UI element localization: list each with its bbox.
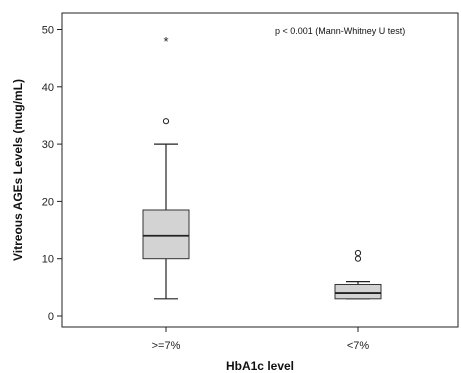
outlier-point [354, 255, 362, 262]
extreme-point: * [163, 34, 168, 49]
y-tick-label: 40 [42, 82, 54, 94]
iqr-box [334, 283, 382, 300]
x-tick-label: >=7% [152, 340, 181, 352]
y-tick-label: 50 [42, 25, 54, 37]
y-tick-label: 30 [42, 139, 54, 151]
box-groups: * [142, 34, 382, 300]
outlier-point [162, 118, 170, 125]
y-axis: 0 10 20 30 40 50 [42, 25, 62, 323]
outlier-point [354, 249, 362, 257]
x-tick-label: <7% [347, 340, 370, 352]
y-tick-label: 0 [48, 311, 54, 323]
box-group: * [142, 34, 190, 300]
iqr-box [142, 209, 190, 260]
plot-frame [61, 12, 459, 328]
y-axis-title: Vitreous AGEs Levels (mug/mL) [11, 79, 25, 261]
y-tick-label: 20 [42, 196, 54, 208]
box-group [334, 249, 382, 300]
y-tick-label: 10 [42, 254, 54, 266]
x-axis: >=7% <7% [152, 327, 370, 352]
x-axis-title: HbA1c level [226, 359, 294, 373]
p-value-annotation: p < 0.001 (Mann-Whitney U test) [275, 26, 405, 36]
